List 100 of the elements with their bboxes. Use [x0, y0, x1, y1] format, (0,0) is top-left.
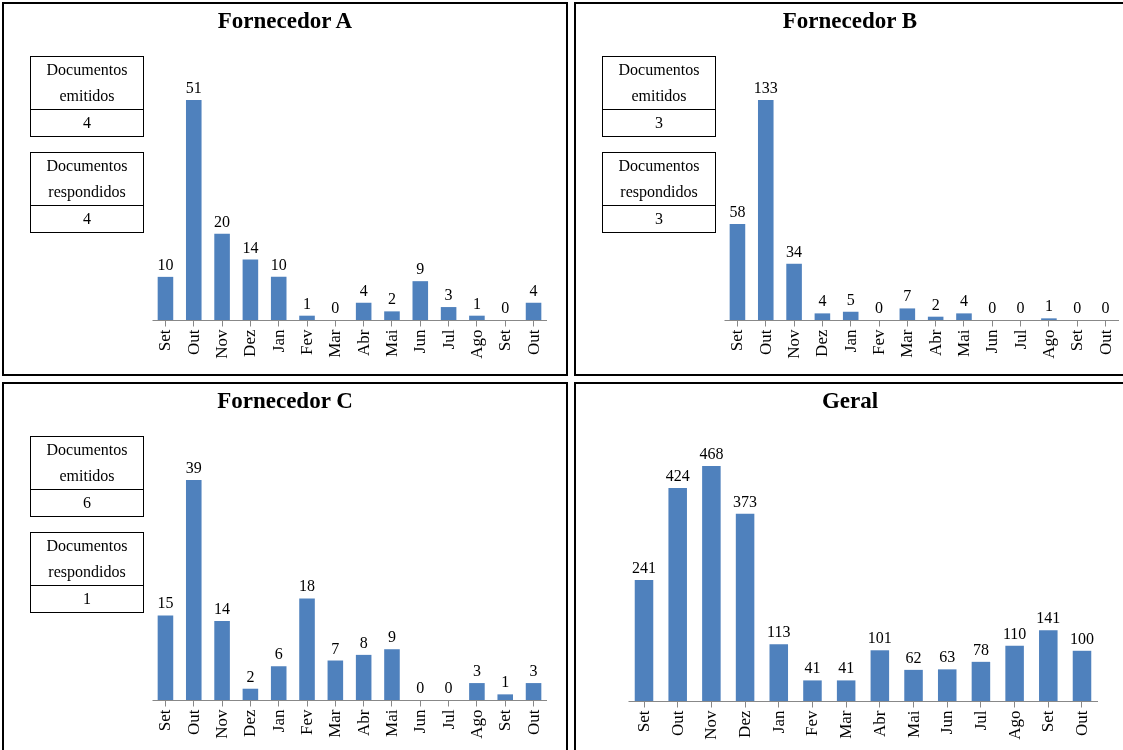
- bar: [1039, 630, 1058, 701]
- x-tick-label: Fev: [297, 329, 317, 355]
- data-label: 2: [387, 290, 396, 308]
- x-tick-label: Mar: [836, 710, 856, 739]
- x-tick-label: Abr: [925, 329, 945, 356]
- text: 6: [82, 493, 92, 513]
- x-tick-label: Out: [523, 709, 543, 735]
- x-tick-label: Mar: [897, 329, 917, 358]
- bar: [214, 233, 230, 320]
- x-tick-label: Jan: [268, 329, 288, 353]
- x-tick-label: Dez: [735, 710, 755, 738]
- bar: [214, 621, 230, 700]
- data-label: 0: [1101, 299, 1110, 316]
- bar: [185, 480, 202, 700]
- bar: [956, 313, 972, 320]
- data-label: 15: [157, 594, 174, 612]
- data-label: 7: [331, 639, 340, 657]
- bar: [242, 688, 259, 700]
- x-tick-label: Jul: [970, 710, 990, 731]
- x-tick-label: Jul: [1010, 329, 1030, 350]
- x-tick-label: Set: [727, 329, 747, 352]
- data-label: 5: [846, 290, 855, 308]
- x-tick-label: Ago: [466, 329, 486, 359]
- x-tick-label: Mai: [953, 329, 973, 357]
- x-tick-label: Out: [183, 709, 203, 735]
- data-label: 3: [444, 286, 453, 304]
- text: Documentos respondidos: [31, 153, 143, 206]
- x-tick-label: Dez: [812, 329, 832, 357]
- x-tick-label: Jun: [410, 709, 430, 734]
- bar: [971, 661, 991, 701]
- bar: [299, 315, 315, 320]
- data-label: 41: [838, 659, 855, 677]
- data-label: 63: [939, 648, 956, 666]
- bar: [525, 302, 542, 320]
- data-label: 4: [959, 292, 968, 310]
- data-label: 0: [988, 299, 997, 316]
- bar: [242, 259, 259, 320]
- data-label: 3: [472, 662, 481, 680]
- bar: [842, 311, 859, 320]
- data-label: 14: [242, 238, 259, 256]
- data-label: 0: [1016, 299, 1025, 316]
- data-label: 4: [529, 281, 538, 299]
- data-label: 0: [331, 299, 340, 316]
- data-label: 39: [185, 459, 202, 476]
- x-tick-label: Out: [667, 710, 687, 736]
- data-label: 9: [387, 628, 396, 646]
- data-label: 62: [905, 648, 922, 666]
- x-tick-label: Out: [1095, 329, 1115, 355]
- data-label: 1: [501, 673, 510, 691]
- x-tick-label: Nov: [212, 329, 232, 359]
- bar: [412, 281, 429, 320]
- data-label: 141: [1036, 609, 1061, 627]
- data-label: 20: [214, 212, 231, 230]
- x-tick-label: Ago: [1004, 710, 1024, 740]
- data-label: 3: [529, 662, 538, 680]
- x-tick-label: Nov: [784, 329, 804, 359]
- x-tick-label: Out: [183, 329, 203, 355]
- bar: [1005, 645, 1024, 701]
- data-label: 424: [665, 467, 690, 485]
- data-label: 101: [867, 629, 892, 647]
- x-tick-label: Set: [495, 329, 515, 352]
- data-label: 51: [185, 79, 202, 96]
- x-tick-label: Mai: [381, 709, 401, 737]
- data-label: 373: [733, 492, 758, 510]
- x-tick-label: Ago: [466, 709, 486, 739]
- bar: [327, 660, 344, 700]
- x-tick-label: Abr: [353, 709, 373, 736]
- data-label: 78: [972, 640, 989, 658]
- x-tick-label: Jan: [840, 329, 860, 353]
- bar: [757, 100, 774, 320]
- data-label: 0: [1073, 299, 1082, 316]
- text: 4: [82, 113, 92, 133]
- data-label: 1: [1044, 297, 1053, 315]
- x-tick-label: Nov: [701, 710, 721, 740]
- x-tick-label: Out: [755, 329, 775, 355]
- bar: [157, 615, 174, 700]
- data-label: 34: [786, 242, 803, 260]
- chart-title: Fornecedor B: [781, 8, 919, 34]
- data-label: 2: [246, 667, 255, 685]
- bar: [814, 313, 831, 320]
- bar: [729, 224, 746, 320]
- data-label: 1: [303, 294, 312, 312]
- text: Documentos respondidos: [603, 153, 715, 206]
- bar: [634, 579, 654, 701]
- data-label: 2: [931, 295, 940, 313]
- data-label: 7: [903, 287, 912, 305]
- x-tick-label: Set: [155, 329, 175, 352]
- x-tick-label: Mai: [381, 329, 401, 357]
- data-label: 4: [818, 292, 827, 310]
- x-tick-label: Jun: [410, 329, 430, 354]
- x-tick-label: Nov: [212, 709, 232, 739]
- x-tick-label: Mai: [903, 710, 923, 738]
- text: 4: [82, 209, 92, 229]
- data-label: 0: [444, 679, 453, 696]
- data-label: 133: [753, 79, 778, 96]
- bar: [702, 466, 721, 701]
- x-tick-label: Set: [155, 709, 175, 732]
- x-tick-label: Abr: [869, 710, 889, 737]
- bar: [904, 669, 923, 701]
- x-tick-label: Dez: [240, 709, 260, 737]
